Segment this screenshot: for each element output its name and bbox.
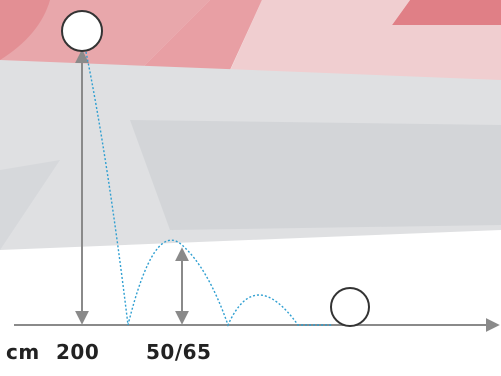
background-bands	[0, 0, 501, 250]
band-red-arc	[0, 0, 50, 60]
band-pink-top	[228, 0, 501, 90]
ball-trajectory	[85, 51, 332, 327]
band-grey-dark	[130, 120, 501, 230]
bounce-height-label: 50/65	[146, 340, 212, 364]
band-red-right	[392, 0, 501, 25]
ball-icon	[330, 287, 370, 327]
unit-label: cm	[6, 340, 40, 364]
ball-icon	[61, 10, 103, 52]
band-red-mid	[140, 0, 262, 70]
band-grey-edge	[0, 160, 60, 250]
drop-height-label: 200	[56, 340, 100, 364]
